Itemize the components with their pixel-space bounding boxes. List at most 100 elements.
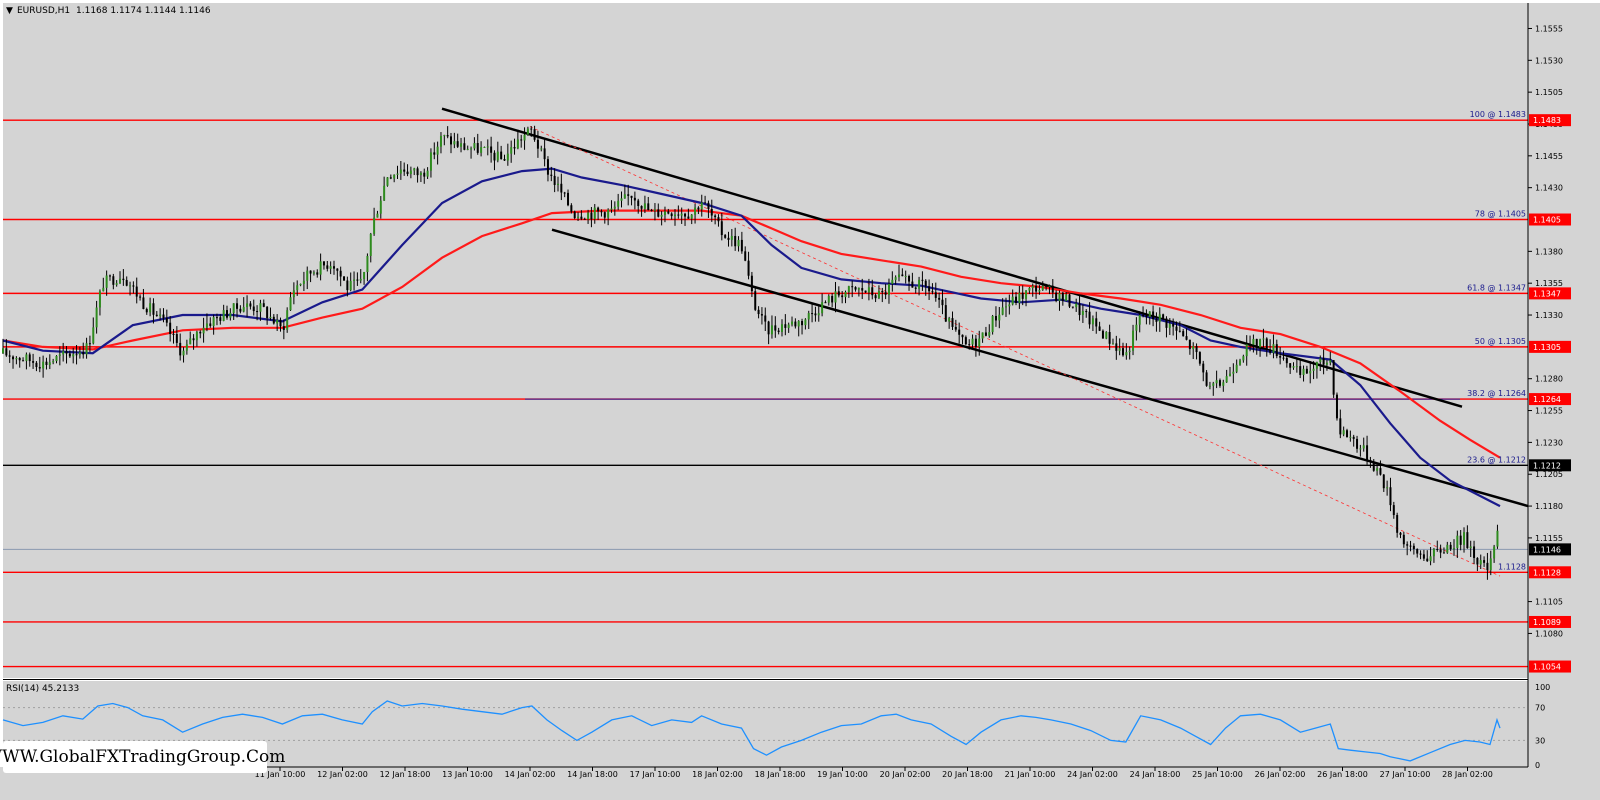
time-tick-label: 18 Jan 02:00 [692,770,743,779]
rsi-scale-label: 30 [1535,736,1545,745]
candle-up [918,279,921,289]
candle-down [1088,311,1091,325]
candle-up [393,174,396,179]
candle-down [1068,294,1071,307]
candle-up [780,324,783,332]
candle-up [259,303,262,312]
candle-up [643,203,646,209]
time-tick-label: 12 Jan 02:00 [317,770,368,779]
candle-up [436,146,439,155]
candle-down [717,217,720,222]
candle-down [1145,315,1148,317]
candle-up [319,261,322,275]
candle-down [687,216,690,219]
candle-up [149,303,152,313]
candle-up [1075,303,1078,308]
price-tick-label: 1.1455 [1535,152,1563,161]
candle-down [346,280,349,291]
time-tick-label: 19 Jan 10:00 [817,770,868,779]
candle-up [827,295,830,303]
candle-down [864,290,867,293]
candle-down [1379,468,1382,475]
candle-up [102,287,105,292]
candle-up [506,153,509,161]
candle-up [1058,292,1061,301]
candle-up [797,321,800,327]
candle-up [1456,535,1459,549]
candle-down [684,213,687,217]
candle-up [55,355,58,362]
candle-down [403,169,406,172]
candle-down [1122,348,1125,356]
candle-up [302,280,305,284]
candle-down [456,141,459,147]
candle-down [704,202,707,204]
candle-up [1325,362,1328,365]
candle-up [770,325,773,335]
candle-up [419,172,422,176]
candle-up [577,216,580,219]
price-tag-bg [1529,566,1571,579]
candle-up [386,177,389,186]
candle-down [1486,562,1489,571]
candle-up [660,214,663,217]
candle-down [1269,349,1272,353]
candle-up [195,331,198,341]
candle-down [697,207,700,210]
price-tick-label: 1.1505 [1535,88,1563,97]
candle-down [406,171,409,175]
candle-down [1051,285,1054,293]
candle-down [215,317,218,319]
candle-down [1055,292,1058,301]
candle-up [105,275,108,288]
candle-down [667,211,670,214]
candle-up [329,266,332,269]
candle-up [453,141,456,145]
candle-down [1285,358,1288,364]
candle-down [1392,505,1395,516]
candle-down [871,287,874,296]
trend-lines-group [441,107,1529,577]
candle-up [834,291,837,303]
candle-down [336,268,339,271]
candle-down [433,152,436,155]
candle-down [1466,532,1469,549]
candle-down [1476,557,1479,565]
candle-up [1011,296,1014,305]
ohlc-values: 1.1168 1.1174 1.1144 1.1146 [76,6,211,16]
candle-down [811,313,814,315]
candle-down [236,303,239,309]
candle-up [182,350,185,356]
candle-up [623,194,626,199]
candle-down [1061,292,1064,301]
candle-up [1135,324,1138,331]
candle-down [600,211,603,213]
candle-up [607,209,610,218]
price-tag-label: 1.1347 [1533,289,1561,298]
symbol-timeframe: EURUSD,H1 [17,6,70,16]
dropdown-icon[interactable]: ▼ [6,6,13,16]
candle-down [1299,366,1302,375]
candle-down [249,303,252,307]
candle-up [1235,364,1238,372]
candle-up [353,279,356,281]
candle-up [807,313,810,320]
candle-down [921,279,924,281]
candle-down [597,207,600,212]
candle-down [1426,558,1429,562]
candle-down [874,295,877,299]
candle-up [1222,382,1225,386]
rsi-scale-label: 70 [1535,704,1545,713]
candle-down [490,146,493,153]
candle-down [961,334,964,338]
rsi-scale-label: 0 [1535,761,1540,770]
candle-down [446,135,449,137]
time-tick-label: 11 Jan 10:00 [255,770,306,779]
candle-up [1212,383,1215,386]
candle-down [1198,352,1201,364]
candle-up [312,272,315,274]
candle-down [1279,356,1282,358]
candle-down [1422,554,1425,559]
candle-down [18,357,21,361]
candle-down [1185,336,1188,340]
